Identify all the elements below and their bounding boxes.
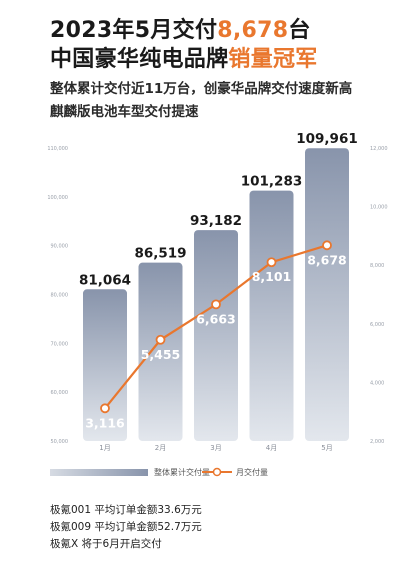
bar-series bbox=[83, 148, 349, 442]
headline-highlight-number: 8,678 bbox=[217, 18, 289, 43]
note-item: 极氪001 平均订单金额33.6万元 bbox=[50, 504, 202, 516]
line-point bbox=[155, 334, 166, 345]
headline-line-1-suffix: 台 bbox=[288, 18, 311, 43]
headline-line-2: 中国豪华纯电品牌销量冠军 bbox=[50, 45, 318, 74]
legend-bar-label: 整体累计交付量 bbox=[154, 468, 210, 477]
subheadline-line-1: 整体累计交付近11万台，创豪华品牌交付速度新高 bbox=[50, 81, 353, 97]
bar bbox=[138, 262, 183, 441]
line-point bbox=[266, 257, 277, 268]
left-axis: 50,000 60,000 70,000 80,000 90,000 100,000 110… bbox=[47, 146, 68, 445]
line-value-label: 8,101 bbox=[252, 269, 292, 284]
bar bbox=[249, 190, 294, 441]
x-tick-label: 4月 bbox=[266, 444, 277, 452]
headline: 2023年5月交付8,678台 中国豪华纯电品牌销量冠军 bbox=[50, 16, 318, 74]
bar-value-label: 93,182 bbox=[190, 213, 242, 229]
line-point bbox=[322, 240, 332, 251]
bar-value-label: 101,283 bbox=[241, 174, 303, 190]
line-value-label: 6,663 bbox=[196, 311, 236, 326]
line-series: 3,116 5,455 6,663 8,101 8,678 bbox=[85, 240, 347, 430]
note-item: 极氪009 平均订单金额52.7万元 bbox=[50, 521, 202, 533]
subheadline-line-2: 麒麟版电池车型交付提速 bbox=[50, 104, 199, 120]
right-tick-label: 12,000 bbox=[370, 146, 388, 152]
left-tick-label: 70,000 bbox=[51, 341, 69, 347]
chart-legend: 整体累计交付量 月交付量 bbox=[50, 466, 360, 478]
headline-highlight-title: 销量冠军 bbox=[228, 47, 318, 72]
left-tick-label: 100,000 bbox=[47, 195, 68, 201]
right-tick-label: 4,000 bbox=[370, 380, 384, 386]
bar bbox=[194, 230, 238, 441]
bar bbox=[305, 148, 349, 442]
left-tick-label: 90,000 bbox=[51, 244, 69, 250]
notes: 极氪001 平均订单金额33.6万元 极氪009 平均订单金额52.7万元 极氪… bbox=[50, 502, 202, 553]
x-tick-label: 1月 bbox=[99, 444, 110, 452]
note-item: 极氪X 将于6月开启交付 bbox=[50, 538, 162, 550]
headline-line-1: 2023年5月交付8,678台 bbox=[50, 16, 318, 45]
bar bbox=[83, 289, 127, 441]
x-tick-label: 5月 bbox=[321, 444, 332, 452]
right-tick-label: 6,000 bbox=[370, 322, 384, 328]
legend-line-label: 月交付量 bbox=[236, 468, 268, 477]
delivery-chart: 50,000 60,000 70,000 80,000 90,000 100,000 110… bbox=[47, 131, 388, 452]
line-point bbox=[100, 403, 110, 414]
right-tick-label: 10,000 bbox=[370, 205, 388, 211]
left-tick-label: 50,000 bbox=[51, 439, 69, 445]
left-tick-label: 80,000 bbox=[51, 293, 69, 299]
line-value-label: 3,116 bbox=[85, 415, 125, 430]
headline-line-2-prefix: 中国豪华纯电品牌 bbox=[50, 47, 229, 72]
legend-bar-swatch bbox=[50, 469, 148, 476]
headline-line-1-prefix: 2023年5月交付 bbox=[50, 18, 218, 43]
bar-value-label: 81,064 bbox=[79, 272, 131, 288]
left-tick-label: 60,000 bbox=[51, 390, 69, 396]
x-tick-label: 2月 bbox=[155, 444, 166, 452]
bar-value-label: 86,519 bbox=[134, 246, 186, 262]
line-point bbox=[211, 299, 221, 310]
line-value-label: 5,455 bbox=[141, 347, 181, 362]
right-tick-label: 8,000 bbox=[370, 263, 384, 269]
right-tick-label: 2,000 bbox=[370, 439, 384, 445]
line-value-label: 8,678 bbox=[307, 252, 347, 267]
legend-line-swatch bbox=[202, 467, 232, 477]
subheadline: 整体累计交付近11万台，创豪华品牌交付速度新高 麒麟版电池车型交付提速 bbox=[50, 78, 352, 124]
left-tick-label: 110,000 bbox=[47, 146, 68, 152]
bar-value-label: 109,961 bbox=[296, 131, 358, 147]
x-tick-label: 3月 bbox=[210, 444, 221, 452]
right-axis: 2,000 4,000 6,000 8,000 10,000 12,000 bbox=[370, 146, 388, 445]
x-axis: 1月 2月 3月 4月 5月 bbox=[99, 444, 332, 452]
